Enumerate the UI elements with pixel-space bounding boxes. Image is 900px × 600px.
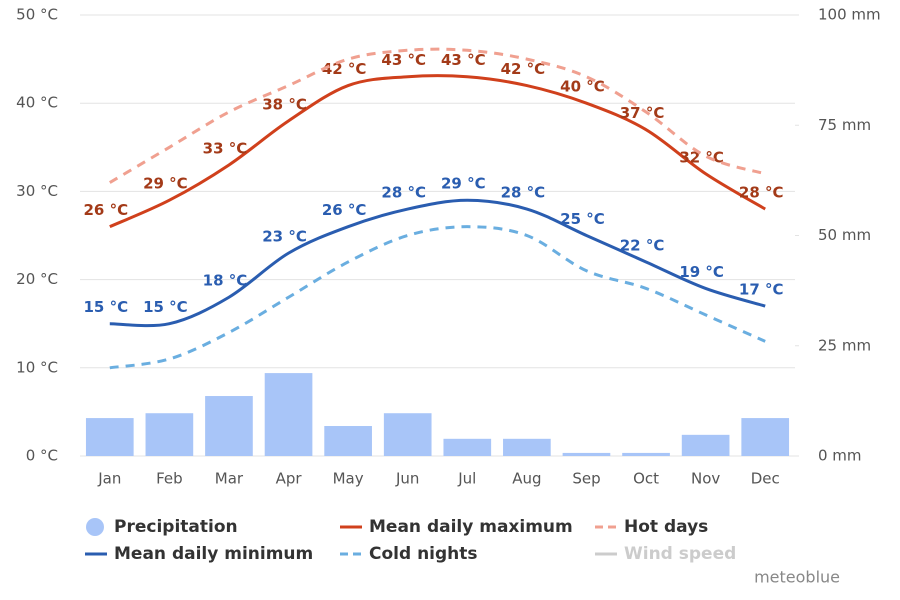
- data-label: 42 °C: [501, 60, 546, 78]
- data-label: 42 °C: [322, 60, 367, 78]
- x-tick-label: Jan: [97, 470, 121, 488]
- y2-tick-label: 25 mm: [818, 336, 871, 354]
- data-label: 29 °C: [441, 175, 486, 193]
- bar: [503, 438, 551, 456]
- x-tick-label: May: [333, 470, 364, 488]
- y2-tick-label: 50 mm: [818, 226, 871, 244]
- data-label: 25 °C: [560, 210, 605, 228]
- y-tick-label: 50 °C: [16, 6, 58, 24]
- y2-tick-label: 100 mm: [818, 6, 881, 24]
- line: [109, 47, 766, 184]
- data-label: 28 °C: [739, 184, 784, 202]
- data-label: 26 °C: [83, 201, 128, 219]
- line: [109, 198, 766, 328]
- bar: [681, 434, 730, 456]
- line: [109, 74, 766, 229]
- grid: [80, 14, 795, 457]
- bar: [622, 452, 670, 456]
- bar: [383, 413, 432, 456]
- data-label: 28 °C: [501, 184, 546, 202]
- legend-label: Mean daily maximum: [369, 517, 573, 537]
- x-tick-label: Nov: [691, 470, 720, 488]
- y-tick-label: 40 °C: [16, 94, 58, 112]
- x-tick-label: Dec: [751, 470, 780, 488]
- x-tick-label: Feb: [156, 470, 183, 488]
- x-tick-label: Mar: [215, 470, 244, 488]
- data-label: 32 °C: [679, 148, 724, 166]
- bar: [264, 373, 313, 456]
- legend-label: Cold nights: [369, 544, 478, 564]
- bar: [85, 418, 134, 456]
- y-tick-label: 20 °C: [16, 270, 58, 288]
- bar: [741, 418, 790, 456]
- data-label: 29 °C: [143, 175, 188, 193]
- legend-symbol: [86, 518, 104, 536]
- data-label: 22 °C: [620, 236, 665, 254]
- legend-label: Hot days: [624, 517, 708, 537]
- legend-label: Mean daily minimum: [114, 544, 313, 564]
- y-tick-label: 10 °C: [16, 358, 58, 376]
- y-tick-label: 30 °C: [16, 182, 58, 200]
- y2-tick-label: 75 mm: [818, 116, 871, 134]
- line: [109, 225, 766, 370]
- credit: meteoblue: [754, 568, 840, 587]
- bar: [205, 396, 253, 456]
- data-label: 15 °C: [143, 298, 188, 316]
- x-tick-label: Apr: [276, 470, 303, 488]
- bar: [324, 426, 372, 456]
- data-label: 18 °C: [203, 272, 248, 290]
- data-label: 40 °C: [560, 78, 605, 96]
- x-tick-label: Jul: [457, 470, 476, 488]
- data-label: 38 °C: [262, 95, 307, 113]
- x-tick-label: Sep: [572, 470, 600, 488]
- data-label: 37 °C: [620, 104, 665, 122]
- bar: [562, 452, 611, 456]
- x-tick-label: Jun: [395, 470, 419, 488]
- data-label: 23 °C: [262, 228, 307, 246]
- y-tick-label: 0 °C: [26, 447, 58, 465]
- x-tick-label: Oct: [633, 470, 659, 488]
- data-label: 28 °C: [381, 184, 426, 202]
- legend-label: Precipitation: [114, 517, 238, 537]
- x-tick-label: Aug: [512, 470, 541, 488]
- data-label: 17 °C: [739, 281, 784, 299]
- data-label: 19 °C: [679, 263, 724, 281]
- bar: [145, 413, 194, 456]
- bar: [443, 438, 492, 456]
- legend-label: Wind speed: [624, 544, 736, 564]
- y2-tick-label: 0 mm: [818, 447, 862, 465]
- data-label: 26 °C: [322, 201, 367, 219]
- data-label: 43 °C: [381, 51, 426, 69]
- data-label: 15 °C: [83, 298, 128, 316]
- data-label: 43 °C: [441, 51, 486, 69]
- data-label: 33 °C: [203, 139, 248, 157]
